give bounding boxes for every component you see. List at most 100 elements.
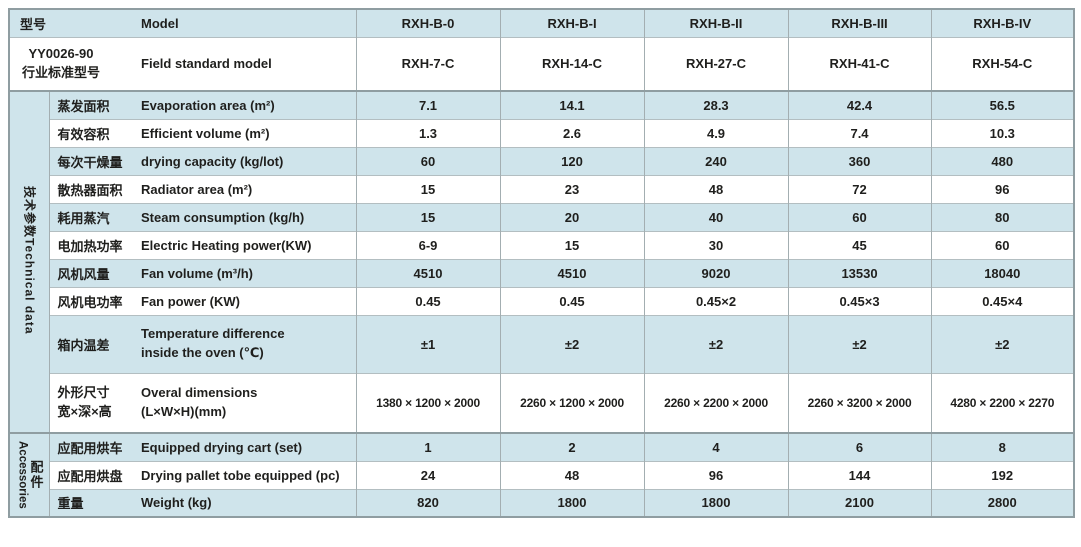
- value-cell: 18040: [930, 258, 1075, 287]
- row-label-zh: 每次干燥量: [49, 146, 138, 175]
- value-cell: ±2: [930, 314, 1075, 373]
- model-cell: RXH-B-IV: [930, 8, 1075, 37]
- model-cell: RXH-B-0: [355, 8, 501, 37]
- spec-row: 散热器面积 Radiator area (m²) 15 23 48 72 96: [9, 174, 1075, 203]
- value-cell: 8: [930, 432, 1075, 461]
- row-label-en: Equipped drying cart (set): [137, 432, 357, 461]
- row-label-en: Fan power (KW): [137, 286, 357, 315]
- value-cell: ±2: [787, 314, 932, 373]
- value-cell: 192: [930, 460, 1075, 489]
- value-cell: 2260 × 3200 × 2000: [787, 372, 932, 433]
- group-accessories-zh: 配件: [28, 460, 44, 490]
- value-cell: 1800: [499, 488, 645, 517]
- group-technical-en: Technical data: [22, 238, 37, 335]
- value-cell: 4.9: [643, 118, 789, 147]
- value-cell: 45: [787, 230, 932, 259]
- value-cell: 30: [643, 230, 789, 259]
- value-cell: 2260 × 2200 × 2000: [643, 372, 789, 433]
- value-cell: 15: [355, 174, 501, 203]
- row-label-en-line2: (L×W×H)(mm): [141, 403, 227, 419]
- value-cell: 1: [355, 432, 501, 461]
- row-label-en: Fan volume (m³/h): [137, 258, 357, 287]
- value-cell: 144: [787, 460, 932, 489]
- standard-code: YY0026-90: [28, 45, 94, 61]
- row-label-zh: 箱内温差: [49, 314, 138, 373]
- value-cell: 28.3: [643, 90, 789, 119]
- spec-row: 箱内温差 Temperature difference inside the o…: [9, 314, 1075, 373]
- spec-row: 电加热功率 Electric Heating power(KW) 6-9 15 …: [9, 230, 1075, 259]
- row-label-en: Efficient volume (m²): [137, 118, 357, 147]
- value-cell: 1380 × 1200 × 2000: [355, 372, 501, 433]
- row-label-en: Model: [137, 8, 357, 37]
- value-cell: ±2: [499, 314, 645, 373]
- row-label-zh: 风机电功率: [49, 286, 138, 315]
- row-label-en: Overal dimensions (L×W×H)(mm): [137, 372, 357, 433]
- spec-row: 耗用蒸汽 Steam consumption (kg/h) 15 20 40 6…: [9, 202, 1075, 231]
- value-cell: 23: [499, 174, 645, 203]
- row-label-zh: 重量: [49, 488, 138, 517]
- value-cell: 40: [643, 202, 789, 231]
- value-cell: 0.45: [355, 286, 501, 315]
- value-cell: 9020: [643, 258, 789, 287]
- row-label-en: Temperature difference inside the oven (…: [137, 314, 357, 373]
- value-cell: 0.45: [499, 286, 645, 315]
- value-cell: 15: [355, 202, 501, 231]
- value-cell: 480: [930, 146, 1075, 175]
- value-cell: 4510: [355, 258, 501, 287]
- row-label-zh: 型号: [9, 8, 138, 37]
- value-cell: 2: [499, 432, 645, 461]
- value-cell: 7.4: [787, 118, 932, 147]
- page: 型号 Model RXH-B-0 RXH-B-I RXH-B-II RXH-B-…: [8, 8, 1076, 518]
- spec-row: 风机电功率 Fan power (KW) 0.45 0.45 0.45×2 0.…: [9, 286, 1075, 315]
- spec-row: 重量 Weight (kg) 820 1800 1800 2100 2800: [9, 488, 1075, 517]
- row-label-zh: 应配用烘盘: [49, 460, 138, 489]
- header-row-model: 型号 Model RXH-B-0 RXH-B-I RXH-B-II RXH-B-…: [9, 8, 1075, 37]
- value-cell: 120: [499, 146, 645, 175]
- value-cell: 80: [930, 202, 1075, 231]
- value-cell: 56.5: [930, 90, 1075, 119]
- model-cell: RXH-14-C: [499, 36, 645, 91]
- row-label-zh-line2: 宽×深×高: [57, 403, 112, 419]
- group-accessories-en: Accessories: [16, 441, 29, 509]
- row-label-en-line1: Temperature difference: [141, 326, 285, 342]
- spec-row: 外形尺寸 宽×深×高 Overal dimensions (L×W×H)(mm)…: [9, 372, 1075, 433]
- value-cell: 96: [643, 460, 789, 489]
- value-cell: 60: [930, 230, 1075, 259]
- model-cell: RXH-27-C: [643, 36, 789, 91]
- value-cell: 0.45×3: [787, 286, 932, 315]
- standard-label-zh: 行业标准型号: [22, 64, 101, 80]
- row-label-zh-line1: 外形尺寸: [57, 384, 110, 400]
- value-cell: 20: [499, 202, 645, 231]
- row-label-zh: 风机风量: [49, 258, 138, 287]
- value-cell: 4: [643, 432, 789, 461]
- spec-table: 型号 Model RXH-B-0 RXH-B-I RXH-B-II RXH-B-…: [8, 8, 1076, 518]
- value-cell: 24: [355, 460, 501, 489]
- model-cell: RXH-B-I: [499, 8, 645, 37]
- value-cell: 15: [499, 230, 645, 259]
- value-cell: 1.3: [355, 118, 501, 147]
- value-cell: 820: [355, 488, 501, 517]
- value-cell: 48: [643, 174, 789, 203]
- row-label-en-line1: Overal dimensions: [141, 384, 258, 400]
- model-cell: RXH-B-III: [787, 8, 932, 37]
- row-label-en: drying capacity (kg/lot): [137, 146, 357, 175]
- spec-row: 应配用烘盘 Drying pallet tobe equipped (pc) 2…: [9, 460, 1075, 489]
- value-cell: 240: [643, 146, 789, 175]
- row-label-zh: 外形尺寸 宽×深×高: [49, 372, 138, 433]
- value-cell: 1800: [643, 488, 789, 517]
- model-cell: RXH-41-C: [787, 36, 932, 91]
- row-label-zh: 耗用蒸汽: [49, 202, 138, 231]
- model-cell: RXH-7-C: [355, 36, 501, 91]
- value-cell: 2800: [930, 488, 1075, 517]
- spec-row: Accessories 配件 应配用烘车 Equipped drying car…: [9, 432, 1075, 517]
- row-label-zh: 有效容积: [49, 118, 138, 147]
- value-cell: 7.1: [355, 90, 501, 119]
- row-label-en: Field standard model: [137, 36, 357, 91]
- row-label-zh: 电加热功率: [49, 230, 138, 259]
- group-accessories-label: Accessories 配件: [9, 432, 50, 517]
- value-cell: 6: [787, 432, 932, 461]
- spec-row: 技术参数Technical data 蒸发面积 Evaporation area…: [9, 90, 1075, 433]
- value-cell: ±2: [643, 314, 789, 373]
- value-cell: 14.1: [499, 90, 645, 119]
- model-cell: RXH-B-II: [643, 8, 789, 37]
